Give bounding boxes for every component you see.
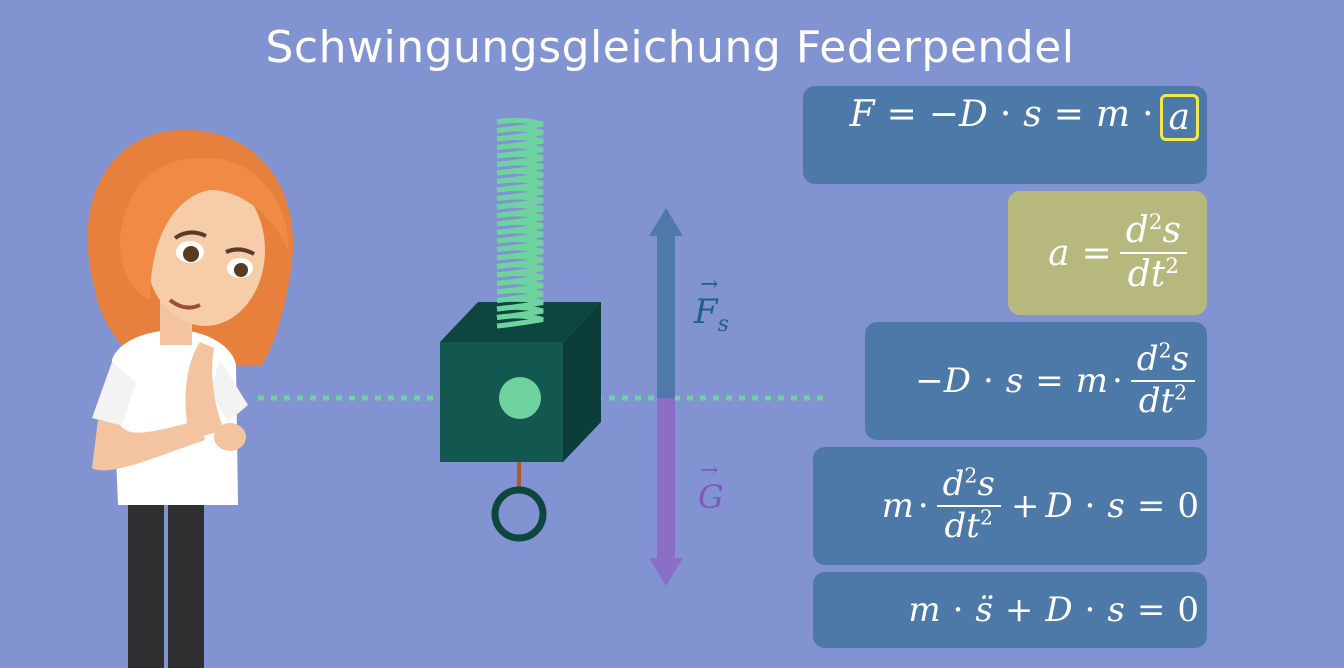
equation-rearranged: m · d2s dt2 + D · s = 0 — [813, 447, 1207, 565]
equation-acceleration: a = d2s dt2 — [1008, 191, 1207, 315]
eq5-equals: = — [1136, 590, 1166, 630]
eq1-equals: = — [886, 94, 917, 135]
eq2-den-exp: 2 — [1165, 254, 1179, 279]
equation-substituted: −D · s = m · d2s dt2 — [865, 322, 1207, 440]
spring-force-arrow-shaft — [657, 232, 675, 398]
vector-arrow-icon: → — [700, 458, 719, 483]
eq4-d: D — [1045, 486, 1073, 526]
spring — [496, 117, 544, 329]
eq3-dot: · — [982, 361, 994, 401]
eq4-num-exp: 2 — [964, 463, 978, 488]
eq3-fraction: d2s dt2 — [1130, 338, 1195, 421]
right-sleeve — [210, 360, 248, 422]
eq4-den-exp: 2 — [979, 505, 993, 530]
right-forearm — [185, 342, 224, 440]
spring-force-symbol: F — [694, 292, 718, 332]
left-sleeve — [92, 362, 136, 426]
eq1-acceleration-highlight: a — [1159, 94, 1199, 141]
mouth — [168, 298, 201, 310]
right-pupil — [234, 263, 248, 277]
eq3-num-s: s — [1171, 339, 1189, 380]
eq1-m: m — [1095, 94, 1131, 135]
eq4-num-d: d — [942, 464, 965, 505]
eq1-force: F — [849, 94, 875, 135]
spring-force-arrow-head — [649, 208, 683, 236]
eq3-den-dt: dt — [1138, 381, 1175, 421]
eq3-dot-2: · — [1111, 361, 1123, 401]
eq4-dot: · — [917, 486, 929, 526]
left-pupil — [183, 246, 199, 262]
gravity-symbol: G — [698, 478, 724, 516]
eq3-m: m — [1075, 361, 1108, 401]
woman-character — [87, 130, 294, 668]
eq1-equals-2: = — [1053, 94, 1084, 135]
eq4-zero: 0 — [1177, 486, 1199, 526]
eq3-s: s — [1005, 361, 1024, 401]
eq1-dot: · — [999, 94, 1012, 135]
eq2-equals: = — [1081, 232, 1112, 274]
eq5-dot-2: · — [1084, 590, 1096, 630]
eq3-den-exp: 2 — [1174, 380, 1188, 405]
hand — [214, 423, 246, 451]
left-arm — [92, 420, 205, 471]
eq4-num-s: s — [977, 464, 995, 505]
force-arrows — [649, 208, 683, 586]
spring-coil — [496, 313, 544, 329]
block-side — [563, 302, 601, 462]
eq5-m: m — [908, 590, 941, 630]
eq3-num-exp: 2 — [1158, 338, 1172, 363]
spring-force-subscript: s — [717, 311, 729, 337]
gravity-label: → G — [698, 458, 724, 516]
center-of-mass-dot — [499, 377, 541, 419]
eq2-fraction: d2s dt2 — [1119, 210, 1187, 295]
eq4-den-dt: dt — [944, 506, 980, 546]
eq1-s: s — [1023, 94, 1042, 135]
eq2-num-exp: 2 — [1148, 210, 1163, 236]
gravity-arrow-head — [649, 558, 683, 586]
eq5-dot: · — [952, 590, 964, 630]
eq1-dot-2: · — [1142, 94, 1154, 135]
eq2-num-d: d — [1125, 210, 1149, 252]
eq4-dot-2: · — [1084, 486, 1096, 526]
eq3-num-d: d — [1136, 339, 1159, 380]
eq5-s-double-dot: s̈ — [975, 590, 993, 630]
hair-front — [120, 157, 289, 300]
spring-force-label: → Fs — [694, 272, 729, 337]
right-eyebrow — [225, 247, 255, 256]
eq4-equals: = — [1136, 486, 1166, 526]
left-eyebrow — [173, 230, 207, 240]
vector-arrow-icon: → — [700, 272, 719, 297]
eq4-plus: + — [1010, 486, 1040, 526]
eq3-minus-d: −D — [915, 361, 971, 401]
eq1-minus-d: −D — [928, 94, 988, 135]
eq2-den-dt: dt — [1127, 254, 1166, 295]
face — [145, 174, 265, 326]
eq5-plus: + — [1004, 590, 1034, 630]
eq4-fraction: d2s dt2 — [936, 463, 1001, 546]
right-leg — [168, 505, 204, 668]
mass-block — [440, 302, 601, 542]
eq4-m: m — [881, 486, 914, 526]
eq2-num-s: s — [1162, 210, 1181, 252]
eq5-zero: 0 — [1177, 590, 1199, 630]
gravity-arrow-shaft — [657, 398, 675, 560]
hook-ring — [491, 486, 547, 542]
left-leg — [128, 505, 164, 668]
eq2-a: a — [1048, 232, 1070, 274]
equation-differential: m · s̈ + D · s = 0 — [813, 572, 1207, 648]
page-title: Schwingungsgleichung Federpendel — [265, 22, 1075, 73]
eq3-equals: = — [1035, 361, 1064, 401]
equation-newton: F = −D · s = m · a — [803, 86, 1207, 184]
eq4-s: s — [1107, 486, 1125, 526]
eq5-s: s — [1107, 590, 1125, 630]
eq5-d: D — [1045, 590, 1073, 630]
